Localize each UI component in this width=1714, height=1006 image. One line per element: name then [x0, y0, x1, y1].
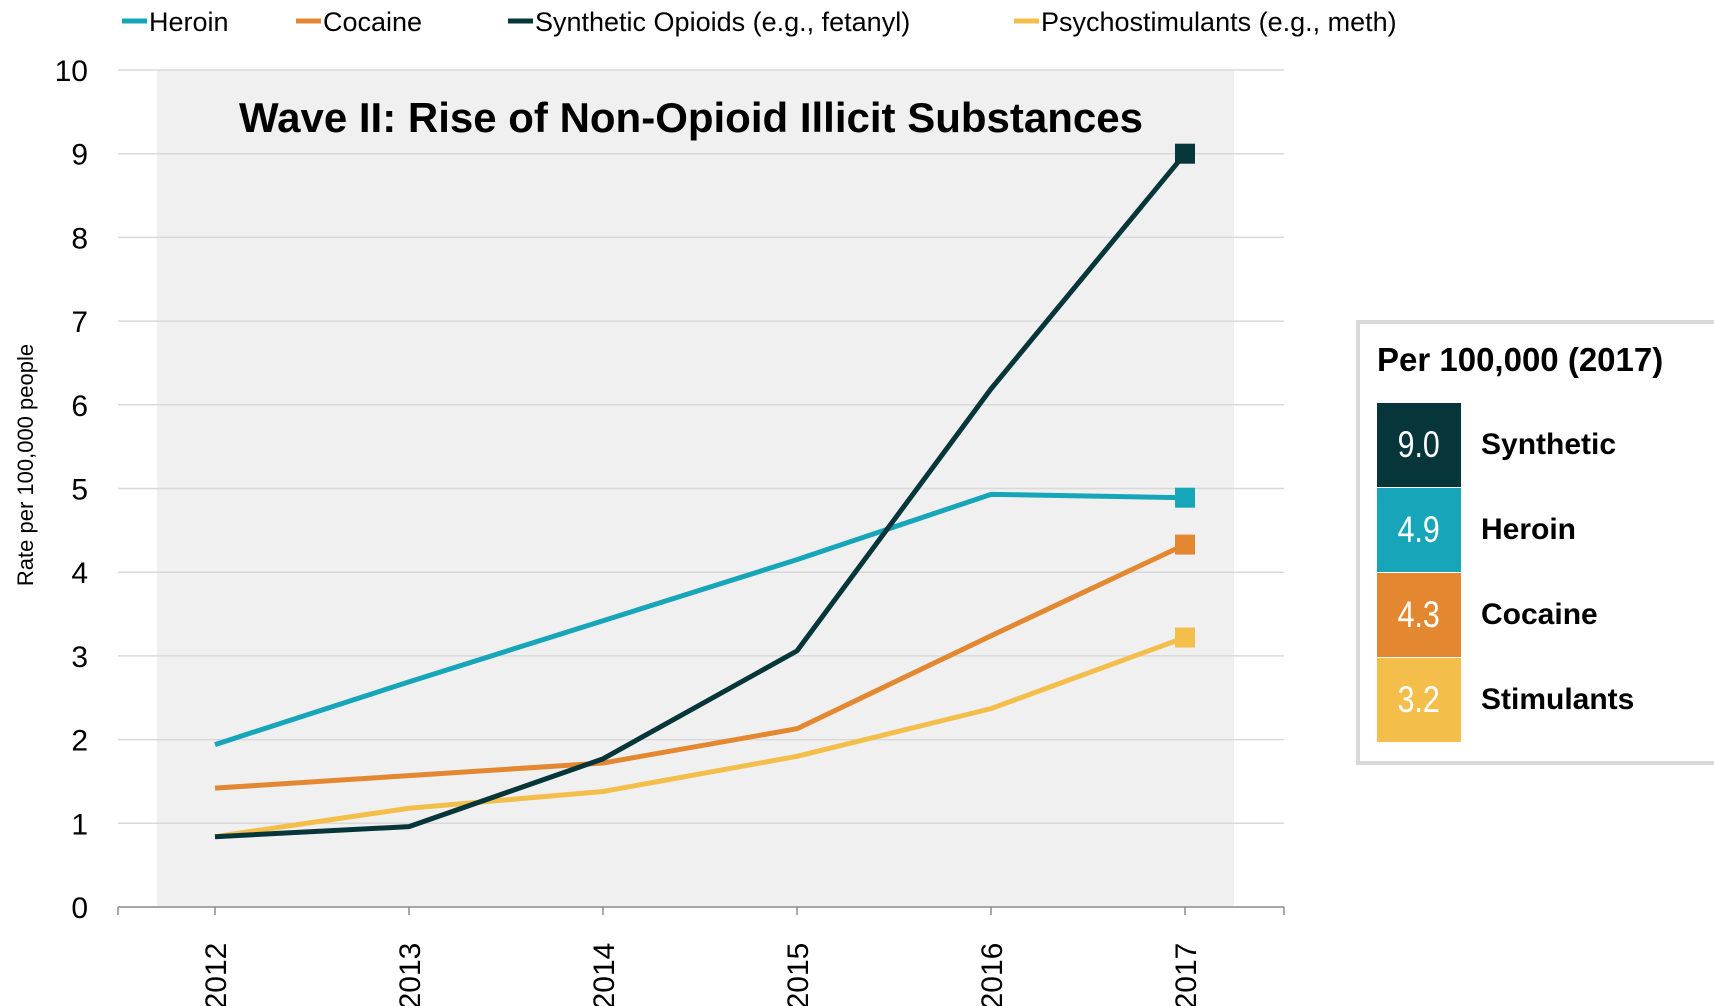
y-tick-label: 6 — [71, 390, 88, 423]
y-tick-label: 3 — [71, 641, 88, 674]
summary-value: 4.9 — [1397, 509, 1441, 550]
axes — [117, 906, 1285, 915]
x-tick-label: 2012 — [200, 943, 233, 1006]
x-tick-label: 2015 — [782, 943, 815, 1006]
summary-row-cocaine: 4.3 Cocaine — [1377, 573, 1714, 657]
y-tick-label: 9 — [71, 139, 88, 172]
summary-panel: Per 100,000 (2017) 9.0 Synthetic 4.9 Her… — [1356, 320, 1714, 765]
summary-value-badge: 4.9 — [1377, 488, 1461, 572]
y-axis-ticks: 0 1 2 3 4 5 6 7 8 9 10 — [55, 55, 88, 925]
summary-value: 9.0 — [1397, 424, 1441, 465]
y-tick-label: 10 — [55, 55, 88, 88]
summary-title: Per 100,000 (2017) — [1377, 341, 1664, 378]
summary-value: 4.3 — [1397, 594, 1441, 635]
series-line — [214, 635, 1186, 840]
summary-value-badge: 9.0 — [1377, 403, 1461, 487]
grid-lines — [118, 69, 1284, 825]
summary-value-badge: 3.2 — [1377, 658, 1461, 742]
y-tick-label: 2 — [71, 725, 88, 758]
x-tick-label: 2016 — [976, 943, 1009, 1006]
legend-label: Cocaine — [323, 7, 422, 37]
summary-value-badge: 4.3 — [1377, 573, 1461, 657]
series-line — [214, 542, 1187, 791]
series-end-marker — [1175, 627, 1195, 648]
series-line — [214, 491, 1186, 748]
y-tick-label: 4 — [71, 557, 88, 590]
summary-value: 3.2 — [1397, 679, 1441, 720]
x-tick-label: 2014 — [588, 943, 621, 1006]
y-tick-label: 5 — [71, 474, 88, 507]
summary-row-heroin: 4.9 Heroin — [1377, 488, 1714, 572]
series-line — [214, 152, 1187, 840]
y-tick-label: 0 — [71, 892, 88, 925]
y-tick-label: 1 — [71, 808, 88, 841]
x-axis-ticks: 2012 2013 2014 2015 2016 2017 — [200, 907, 1203, 1006]
x-tick-label: 2017 — [1170, 943, 1203, 1006]
summary-label: Stimulants — [1481, 683, 1635, 716]
summary-label: Heroin — [1481, 513, 1577, 546]
data-series — [214, 143, 1195, 840]
chart-title: Wave II: Rise of Non-Opioid Illicit Subs… — [239, 94, 1143, 141]
series-end-marker — [1175, 534, 1195, 555]
series-end-marker — [1175, 143, 1195, 164]
legend-label: Synthetic Opioids (e.g., fetanyl) — [535, 7, 910, 37]
legend-label: Heroin — [149, 7, 229, 37]
chart-legend: Heroin Cocaine Synthetic Opioids (e.g., fe… — [122, 7, 1397, 37]
summary-row-synthetic: 9.0 Synthetic — [1377, 403, 1714, 487]
x-tick-label: 2013 — [394, 943, 427, 1006]
y-axis-label: Rate per 100,000 people — [13, 344, 38, 586]
summary-label: Cocaine — [1481, 598, 1598, 631]
y-tick-label: 7 — [71, 306, 88, 339]
series-end-marker — [1175, 487, 1195, 508]
summary-row-stimulants: 3.2 Stimulants — [1377, 658, 1714, 742]
y-tick-label: 8 — [71, 222, 88, 255]
legend-label: Psychostimulants (e.g., meth) — [1041, 7, 1397, 37]
summary-label: Synthetic — [1481, 428, 1617, 461]
